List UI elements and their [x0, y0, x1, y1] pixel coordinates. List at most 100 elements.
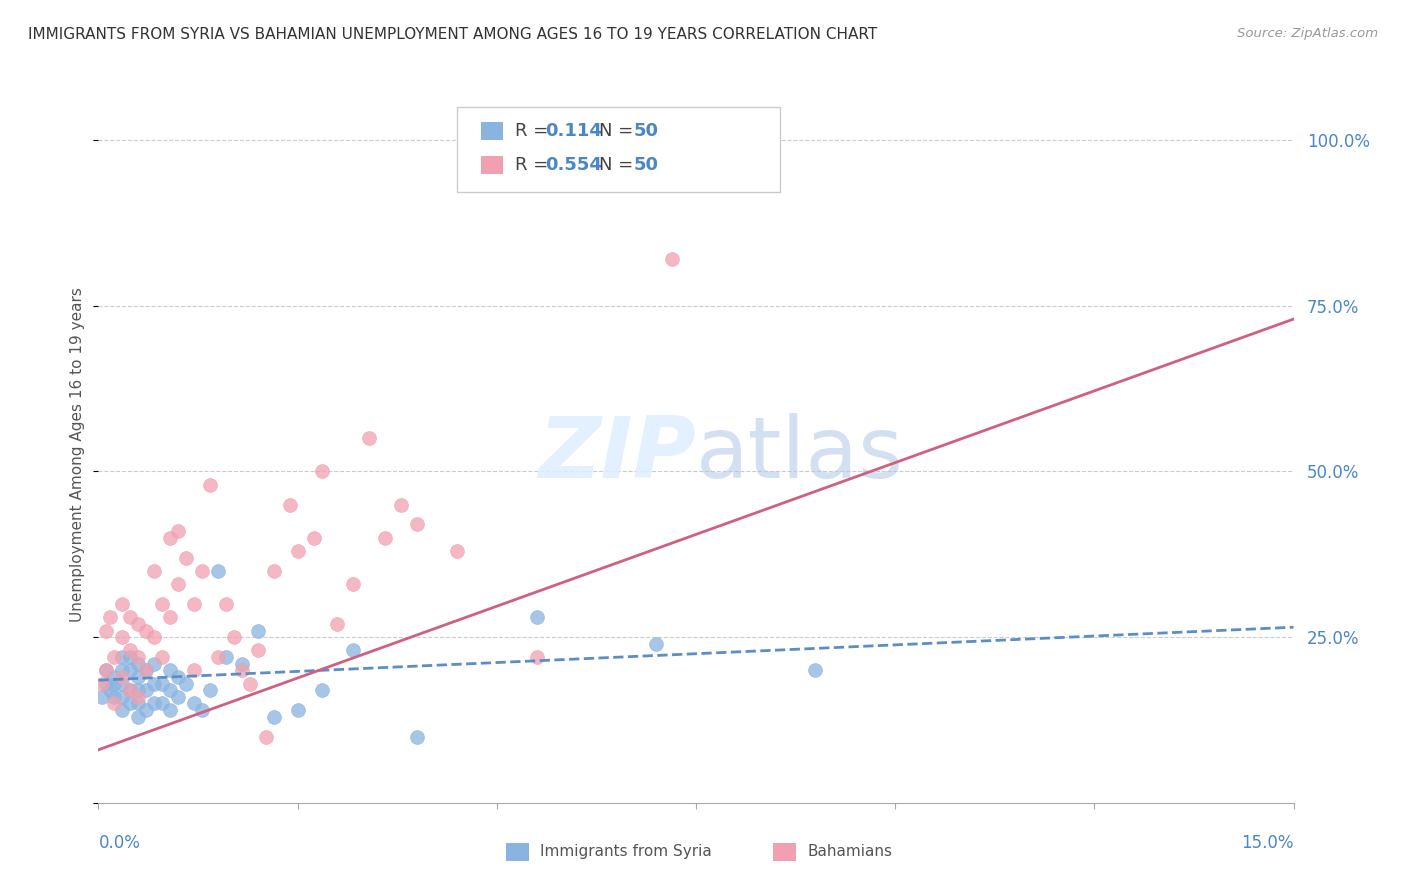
Point: [120, 663, 142, 677]
Point: [127, 616, 149, 631]
Point: [91, 676, 114, 690]
Point: [103, 690, 125, 704]
Point: [254, 730, 277, 744]
Point: [159, 703, 181, 717]
Text: Source: ZipAtlas.com: Source: ZipAtlas.com: [1237, 27, 1378, 40]
Text: 50: 50: [634, 156, 659, 174]
Point: [661, 252, 683, 267]
Point: [127, 683, 149, 698]
Point: [374, 531, 396, 545]
Point: [96, 624, 118, 638]
Point: [127, 690, 149, 704]
Text: 0.554: 0.554: [546, 156, 602, 174]
Text: 0.114: 0.114: [546, 122, 602, 140]
Point: [159, 531, 181, 545]
Point: [198, 477, 221, 491]
Point: [198, 683, 221, 698]
Point: [103, 697, 125, 711]
Point: [111, 703, 134, 717]
Point: [526, 610, 548, 624]
Point: [150, 597, 173, 611]
Point: [127, 657, 149, 671]
Point: [111, 630, 134, 644]
Text: N =: N =: [599, 156, 638, 174]
Point: [311, 465, 333, 479]
Point: [150, 676, 173, 690]
Point: [174, 550, 197, 565]
Text: N =: N =: [599, 122, 638, 140]
Text: R =: R =: [515, 122, 554, 140]
Point: [389, 498, 412, 512]
Point: [406, 730, 429, 744]
Point: [326, 616, 349, 631]
Point: [191, 564, 214, 578]
Point: [645, 637, 668, 651]
Point: [246, 624, 269, 638]
Point: [302, 531, 325, 545]
Point: [183, 697, 205, 711]
Point: [159, 663, 181, 677]
Point: [96, 663, 118, 677]
Point: [215, 650, 238, 665]
Point: [120, 610, 142, 624]
Point: [150, 697, 173, 711]
Point: [120, 683, 142, 698]
Point: [159, 683, 181, 698]
Point: [96, 676, 118, 690]
Point: [183, 663, 205, 677]
Point: [804, 663, 827, 677]
Point: [287, 703, 309, 717]
Point: [127, 697, 149, 711]
Point: [191, 703, 214, 717]
Point: [231, 663, 253, 677]
Point: [143, 676, 166, 690]
Point: [91, 690, 114, 704]
Point: [120, 650, 142, 665]
Point: [167, 577, 190, 591]
Point: [222, 630, 245, 644]
Point: [111, 663, 134, 677]
Text: 50: 50: [634, 122, 659, 140]
Point: [215, 597, 238, 611]
Point: [135, 703, 157, 717]
Point: [135, 683, 157, 698]
Point: [135, 663, 157, 677]
Text: atlas: atlas: [696, 413, 904, 497]
Point: [111, 676, 134, 690]
Point: [127, 670, 149, 684]
Point: [174, 676, 197, 690]
Point: [311, 683, 333, 698]
Point: [143, 657, 166, 671]
Text: Bahamians: Bahamians: [807, 845, 891, 859]
Point: [120, 697, 142, 711]
Point: [120, 643, 142, 657]
Point: [183, 597, 205, 611]
Point: [167, 690, 190, 704]
Point: [135, 624, 157, 638]
Point: [359, 431, 381, 445]
Point: [150, 650, 173, 665]
Point: [127, 650, 149, 665]
Point: [159, 610, 181, 624]
Point: [231, 657, 253, 671]
Point: [111, 690, 134, 704]
Point: [246, 643, 269, 657]
Point: [96, 663, 118, 677]
Point: [167, 670, 190, 684]
Point: [100, 610, 122, 624]
Point: [111, 597, 134, 611]
Point: [342, 643, 364, 657]
Point: [143, 697, 166, 711]
Point: [342, 577, 364, 591]
Point: [127, 709, 149, 723]
Point: [103, 650, 125, 665]
Text: 0.0%: 0.0%: [98, 834, 141, 852]
Point: [143, 630, 166, 644]
Text: ZIP: ZIP: [538, 413, 696, 497]
Point: [263, 709, 285, 723]
Y-axis label: Unemployment Among Ages 16 to 19 years: Unemployment Among Ages 16 to 19 years: [70, 287, 86, 623]
Point: [111, 670, 134, 684]
Point: [239, 676, 262, 690]
Text: 15.0%: 15.0%: [1241, 834, 1294, 852]
Point: [446, 544, 468, 558]
